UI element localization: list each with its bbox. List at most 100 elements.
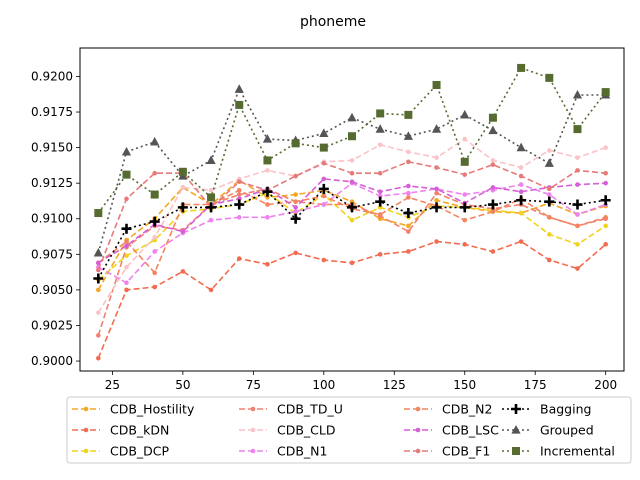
series-cdb-cld	[96, 136, 608, 315]
x-tick-label: 150	[453, 378, 476, 392]
data-point	[124, 287, 129, 293]
y-tick-label: 0.9050	[31, 283, 73, 297]
legend-swatch-marker	[250, 427, 256, 433]
legend-label: CDB_N2	[442, 402, 492, 417]
data-point	[377, 142, 383, 148]
data-point	[180, 185, 186, 190]
data-point	[575, 212, 580, 217]
legend-label: Incremental	[540, 444, 615, 459]
data-point	[124, 239, 129, 244]
data-point	[96, 355, 101, 361]
legend-swatch-marker	[83, 427, 89, 433]
legend-swatch-marker	[415, 427, 421, 433]
data-point	[321, 257, 327, 263]
data-point	[180, 229, 186, 234]
data-point	[603, 215, 608, 220]
data-point	[490, 185, 496, 190]
data-point	[180, 269, 186, 274]
legend-swatch-marker	[415, 406, 421, 412]
data-point	[406, 149, 411, 155]
data-point	[404, 110, 413, 119]
data-point	[544, 158, 554, 167]
data-point	[406, 249, 411, 254]
x-axis: 25 50 75 100 125 150 175 200	[105, 371, 617, 392]
data-point	[547, 186, 552, 192]
legend-swatch-marker	[83, 448, 89, 454]
data-point	[516, 142, 526, 152]
data-point	[206, 202, 217, 213]
legend-swatch-marker	[512, 447, 520, 455]
data-point	[96, 310, 101, 315]
data-point	[152, 234, 157, 240]
data-point	[319, 128, 329, 137]
data-point	[434, 155, 439, 160]
data-point	[347, 112, 357, 122]
series-line	[97, 66, 607, 214]
data-point	[490, 209, 496, 214]
data-point	[236, 256, 242, 261]
legend-label: Bagging	[540, 402, 591, 417]
data-point	[490, 162, 496, 167]
legend-swatch-marker	[415, 448, 421, 454]
plot-series	[93, 63, 611, 361]
data-point	[122, 170, 131, 179]
data-point	[121, 146, 132, 156]
legend-frame	[66, 396, 632, 464]
legend-item-cdb-cld: CDB_CLD	[239, 423, 336, 438]
y-tick-label: 0.9100	[31, 212, 73, 226]
data-point	[265, 202, 270, 207]
data-point	[293, 250, 298, 256]
legend-item-cdb-dcp: CDB_DCP	[72, 444, 170, 459]
data-point	[518, 182, 524, 187]
data-point	[93, 273, 104, 284]
data-point	[431, 202, 442, 213]
data-point	[375, 124, 385, 133]
data-point	[208, 187, 214, 193]
data-point	[434, 190, 439, 196]
plot-frame	[79, 47, 625, 372]
y-tick-label: 0.9025	[31, 318, 73, 332]
data-point	[603, 170, 608, 176]
data-point	[406, 183, 411, 189]
legend-swatch-marker	[511, 425, 521, 434]
chart-title: phoneme	[300, 14, 366, 30]
data-point	[318, 183, 329, 194]
data-point	[263, 156, 272, 165]
data-point	[462, 136, 468, 142]
data-point	[375, 196, 386, 207]
data-point	[236, 215, 242, 220]
data-point	[434, 197, 439, 203]
data-point	[178, 167, 187, 176]
series-line	[97, 179, 606, 291]
series-line	[97, 160, 606, 271]
data-point	[406, 229, 411, 234]
data-point	[518, 189, 524, 195]
data-point	[462, 242, 468, 247]
x-tick-label: 50	[175, 378, 190, 392]
x-tick-label: 25	[105, 378, 120, 392]
data-point	[349, 158, 355, 163]
data-point	[321, 202, 327, 207]
series-grouped	[93, 84, 611, 257]
data-point	[601, 88, 610, 97]
data-point	[406, 223, 411, 229]
data-point	[124, 196, 129, 202]
data-point	[207, 193, 216, 202]
data-point	[293, 199, 298, 204]
data-point	[349, 217, 355, 223]
series-cdb-hostility	[96, 178, 608, 293]
x-tick-label: 175	[524, 378, 547, 392]
data-point	[516, 195, 527, 206]
series-line	[97, 182, 606, 284]
data-point	[487, 199, 498, 210]
data-point	[403, 131, 413, 140]
legend-item-cdb-lsc: CDB_LSC	[404, 423, 499, 438]
data-point	[124, 280, 129, 286]
legend-label: CDB_kDN	[110, 423, 169, 438]
data-point	[459, 202, 470, 213]
legend-item-cdb-kdn: CDB_kDN	[72, 423, 169, 438]
data-point	[572, 199, 583, 210]
data-point	[573, 125, 582, 134]
data-point	[290, 213, 301, 224]
